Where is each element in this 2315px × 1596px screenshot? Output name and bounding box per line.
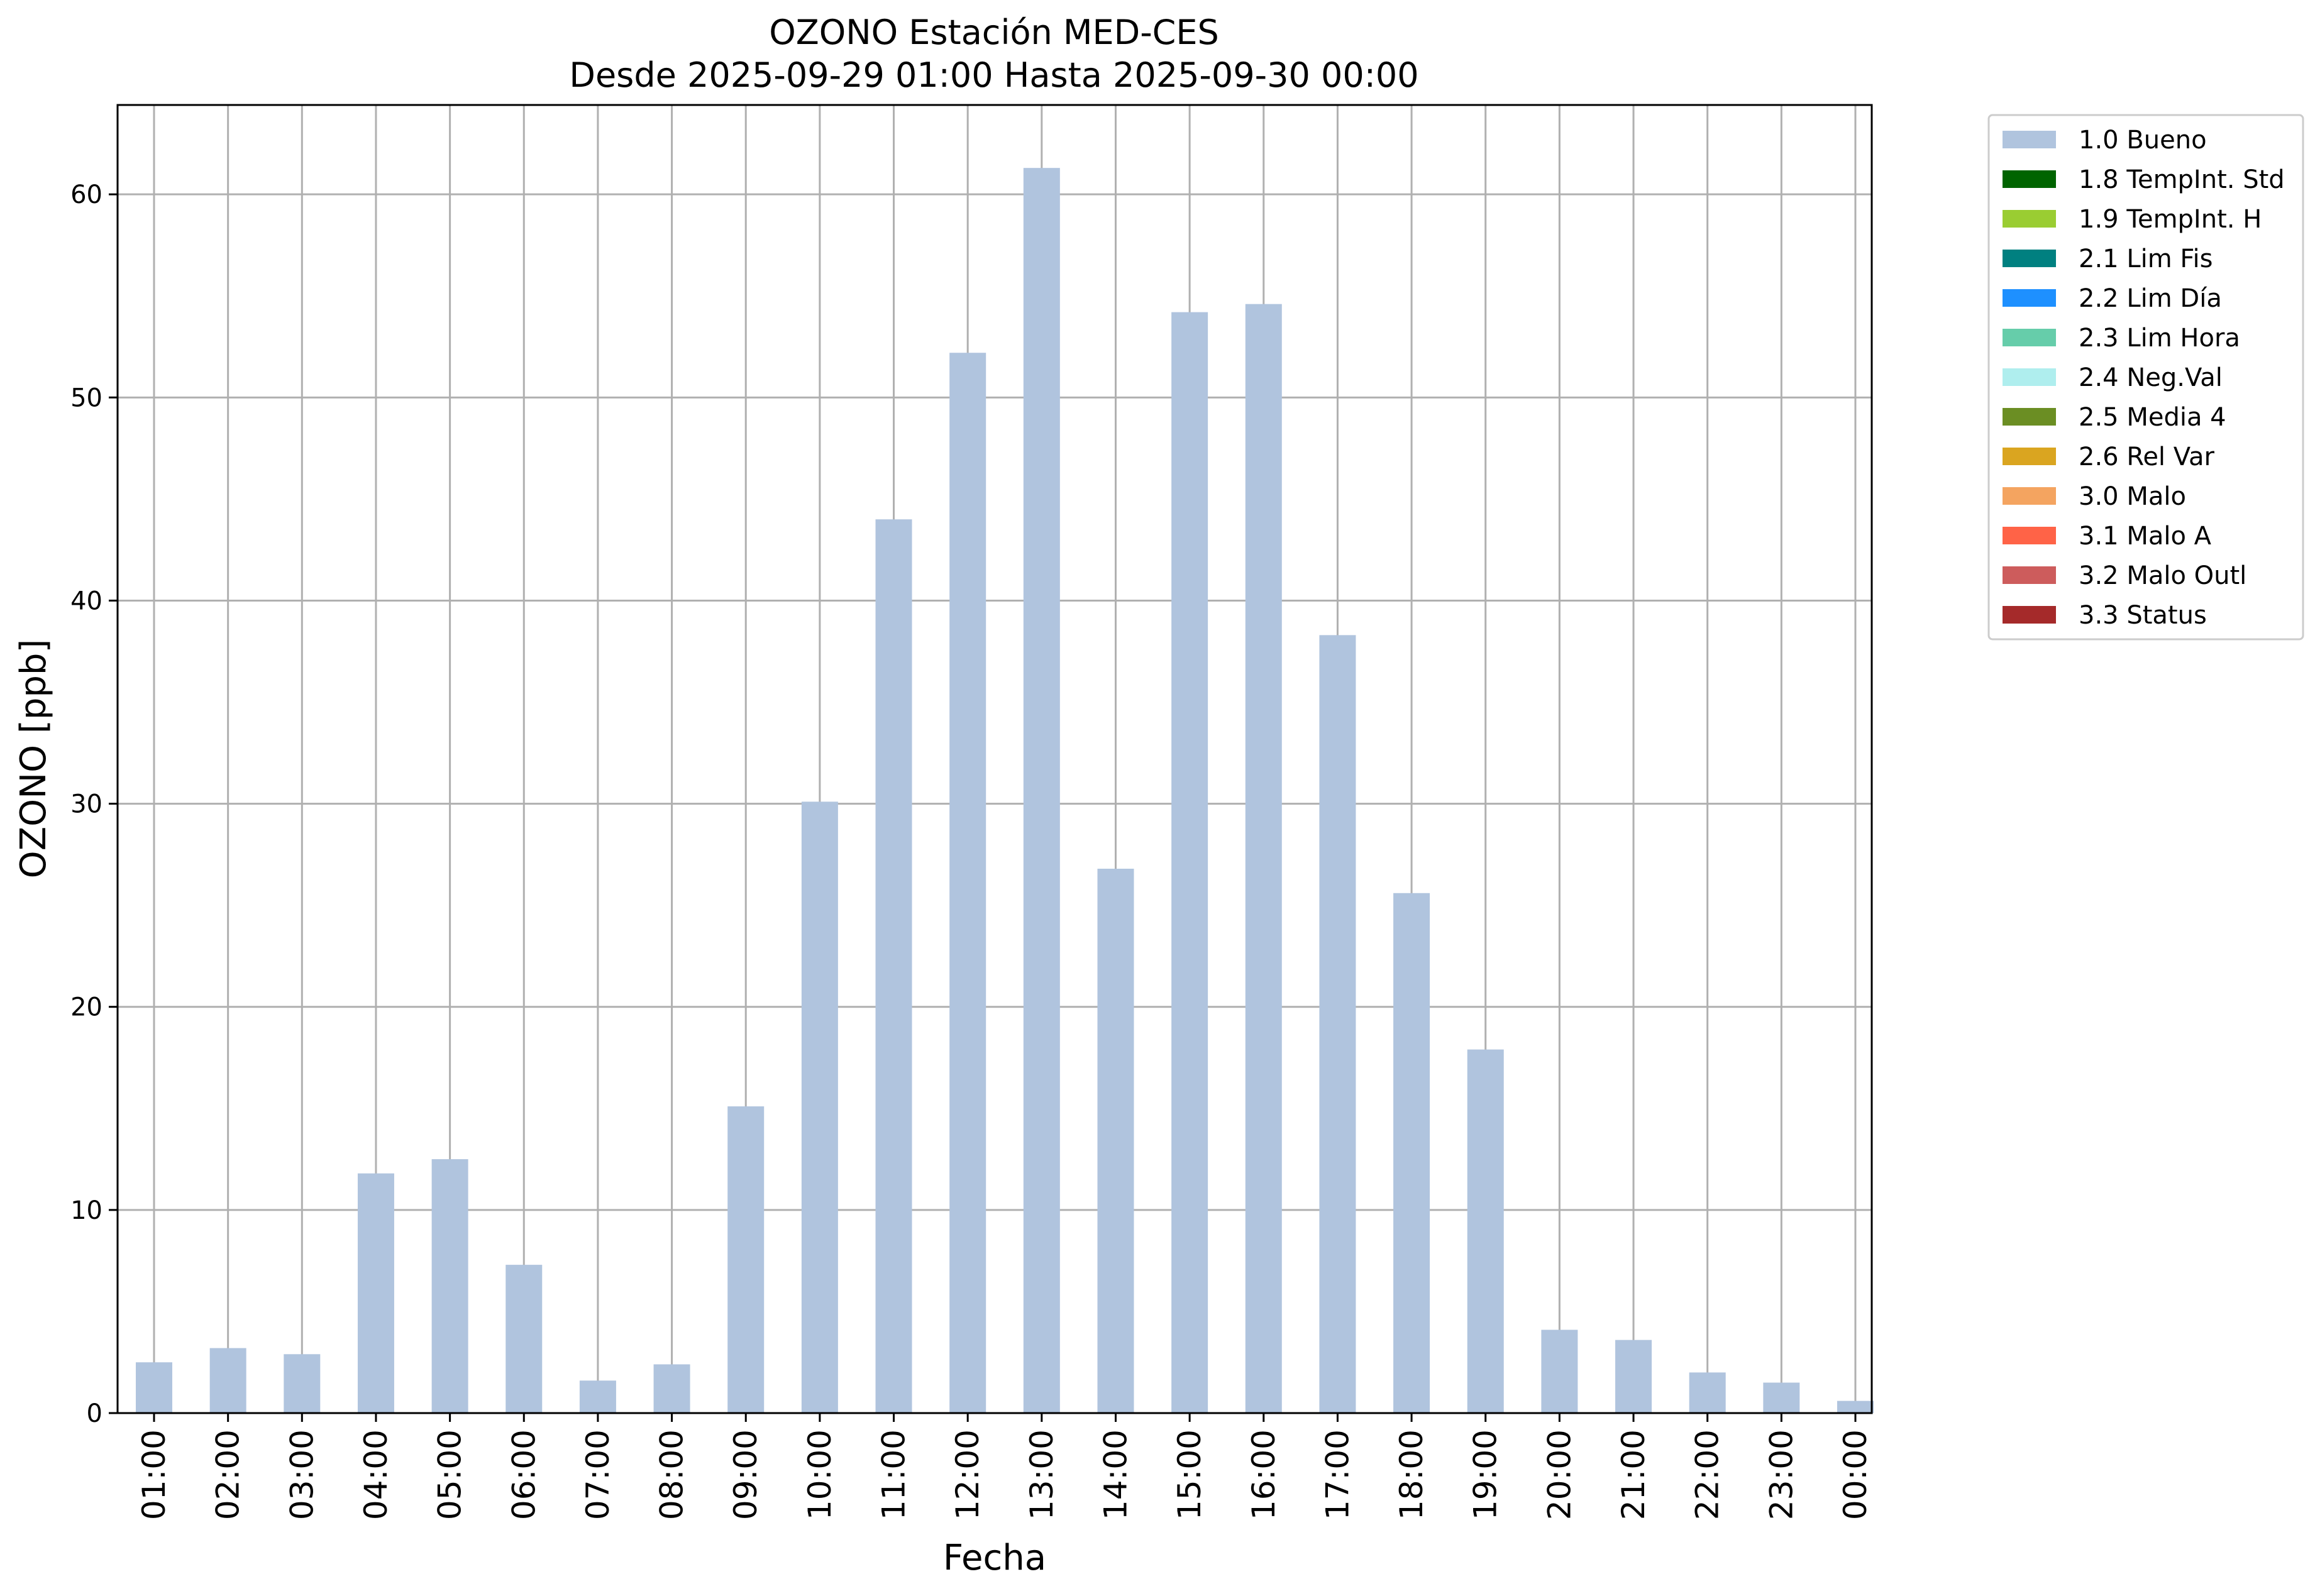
chart-subtitle: Desde 2025-09-29 01:00 Hasta 2025-09-30 … — [569, 55, 1418, 95]
bar-16:00 — [1245, 304, 1282, 1413]
x-tick-label: 21:00 — [1615, 1429, 1652, 1520]
legend-box — [1987, 114, 2304, 641]
legend-label: 2.5 Media 4 — [2079, 403, 2226, 432]
bar-05:00 — [431, 1159, 468, 1413]
legend-label: 2.3 Lim Hora — [2079, 324, 2240, 353]
x-tick-label: 18:00 — [1393, 1429, 1430, 1520]
bar-03:00 — [284, 1354, 321, 1413]
x-tick-label: 01:00 — [136, 1429, 172, 1520]
x-axis-label: Fecha — [943, 1538, 1046, 1578]
legend-swatch — [2003, 527, 2056, 544]
legend-swatch — [2003, 487, 2056, 505]
x-tick-label: 08:00 — [654, 1429, 690, 1520]
bar-20:00 — [1541, 1329, 1578, 1413]
x-tick-label: 07:00 — [580, 1429, 616, 1520]
bar-02:00 — [209, 1348, 246, 1413]
bar-12:00 — [949, 353, 986, 1413]
legend-swatch — [2003, 250, 2056, 267]
bar-23:00 — [1763, 1382, 1800, 1413]
bar-06:00 — [506, 1265, 543, 1413]
legend-swatch — [2003, 368, 2056, 386]
x-tick-label: 12:00 — [949, 1429, 986, 1520]
x-tick-label: 09:00 — [727, 1429, 764, 1520]
legend-label: 3.1 Malo A — [2079, 522, 2212, 551]
y-tick-label: 50 — [70, 383, 102, 412]
x-tick-label: 05:00 — [432, 1429, 468, 1520]
bar-01:00 — [136, 1362, 172, 1413]
y-axis-label: OZONO [ppb] — [13, 639, 54, 879]
legend-label: 2.1 Lim Fis — [2079, 245, 2213, 273]
x-axis-ticks: 01:00 02:00 03:00 04:00 05:00 06:00 07:00 08:00… — [136, 1413, 1874, 1520]
legend-label: 3.2 Malo Outl — [2079, 561, 2246, 590]
legend-label: 2.2 Lim Día — [2079, 284, 2222, 313]
legend-swatch — [2003, 210, 2056, 228]
x-tick-label: 03:00 — [284, 1429, 320, 1520]
bar-22:00 — [1689, 1372, 1726, 1413]
legend-swatch — [2003, 170, 2056, 188]
x-tick-label: 06:00 — [506, 1429, 542, 1520]
bar-21:00 — [1615, 1340, 1652, 1413]
bar-11:00 — [875, 519, 912, 1413]
x-tick-label: 23:00 — [1763, 1429, 1799, 1520]
bar-19:00 — [1467, 1049, 1504, 1413]
legend-swatch — [2003, 131, 2056, 148]
legend-swatch — [2003, 606, 2056, 624]
y-tick-label: 20 — [70, 993, 102, 1022]
legend-label: 2.4 Neg.Val — [2079, 363, 2223, 392]
y-tick-label: 10 — [70, 1196, 102, 1225]
bar-07:00 — [579, 1380, 616, 1413]
x-tick-label: 22:00 — [1689, 1429, 1726, 1520]
bar-09:00 — [727, 1106, 765, 1413]
bar-08:00 — [653, 1364, 690, 1413]
legend-label: 1.9 TempInt. H — [2079, 205, 2262, 234]
y-tick-label: 40 — [70, 586, 102, 615]
legend-swatch — [2003, 408, 2056, 426]
x-tick-label: 00:00 — [1837, 1429, 1874, 1520]
bars — [136, 168, 1874, 1413]
legend-swatch — [2003, 329, 2056, 346]
x-tick-label: 19:00 — [1467, 1429, 1504, 1520]
x-tick-label: 16:00 — [1246, 1429, 1282, 1520]
x-tick-label: 14:00 — [1097, 1429, 1134, 1520]
x-tick-label: 17:00 — [1319, 1429, 1356, 1520]
y-tick-label: 0 — [87, 1399, 102, 1428]
legend-label: 2.6 Rel Var — [2079, 443, 2215, 471]
plot-frame — [116, 104, 1873, 1414]
x-tick-label: 15:00 — [1171, 1429, 1208, 1520]
y-tick-label: 30 — [70, 790, 102, 819]
bar-00:00 — [1837, 1401, 1874, 1413]
y-tick-label: 60 — [70, 180, 102, 209]
x-tick-label: 20:00 — [1541, 1429, 1577, 1520]
bar-14:00 — [1097, 868, 1134, 1413]
x-tick-label: 11:00 — [876, 1429, 912, 1520]
legend-swatch — [2003, 448, 2056, 465]
x-tick-label: 13:00 — [1024, 1429, 1060, 1520]
legend-swatch — [2003, 289, 2056, 307]
bar-10:00 — [801, 801, 838, 1413]
x-tick-label: 04:00 — [358, 1429, 394, 1520]
legend-swatch — [2003, 566, 2056, 584]
bar-18:00 — [1393, 893, 1430, 1413]
legend-label: 1.8 TempInt. Std — [2079, 165, 2285, 194]
bar-17:00 — [1319, 635, 1356, 1413]
bar-15:00 — [1171, 312, 1208, 1413]
legend-label: 3.0 Malo — [2079, 482, 2186, 511]
legend-label: 1.0 Bueno — [2079, 126, 2207, 155]
x-tick-label: 02:00 — [210, 1429, 246, 1520]
x-tick-label: 10:00 — [802, 1429, 838, 1520]
legend: 1.0 Bueno 1.8 TempInt. Std 1.9 TempInt. H 2… — [1987, 114, 2304, 641]
legend-label: 3.3 Status — [2079, 601, 2207, 630]
chart-title: OZONO Estación MED-CES — [769, 13, 1219, 52]
bar-13:00 — [1023, 168, 1060, 1413]
bar-04:00 — [357, 1173, 394, 1413]
y-axis-ticks: 0 10 20 30 40 50 60 — [70, 180, 118, 1428]
